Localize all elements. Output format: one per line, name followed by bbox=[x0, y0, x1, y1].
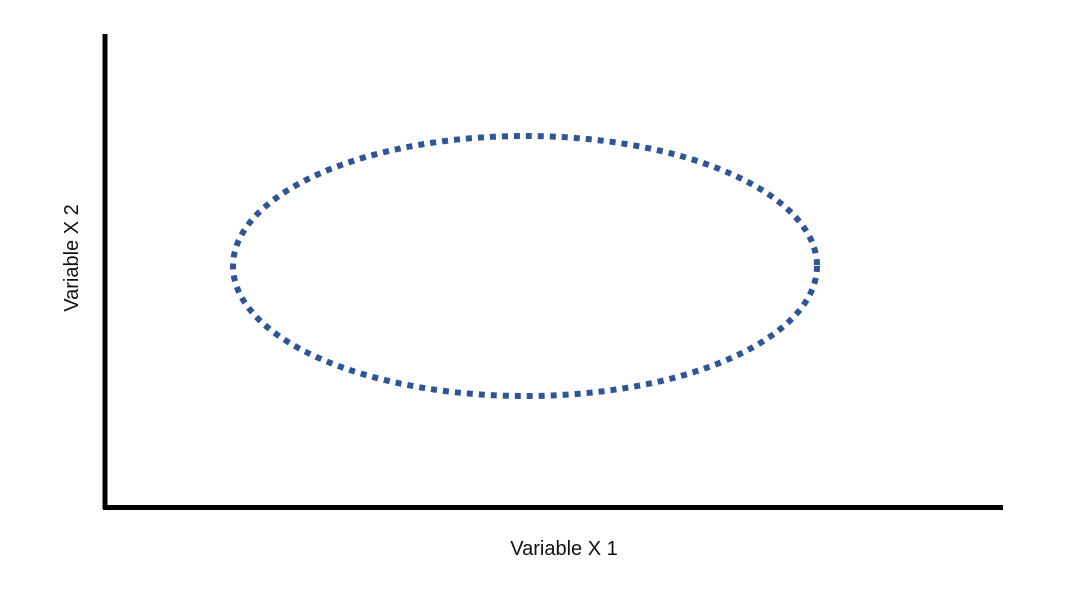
x-axis-label: Variable X 1 bbox=[510, 538, 617, 560]
y-axis-label: Variable X 2 bbox=[61, 204, 83, 311]
dotted-ellipse bbox=[230, 133, 820, 399]
